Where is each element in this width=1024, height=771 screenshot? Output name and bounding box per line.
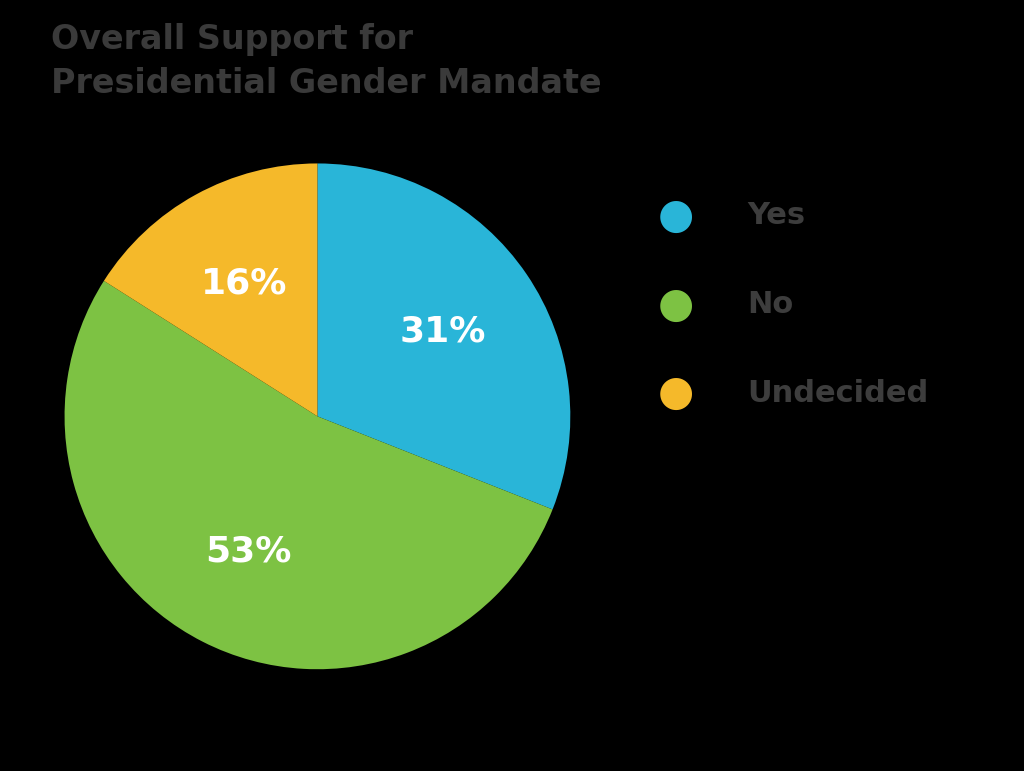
Text: ●: ● (657, 372, 694, 414)
Text: ●: ● (657, 284, 694, 325)
Wedge shape (103, 163, 317, 416)
Text: 53%: 53% (206, 534, 292, 568)
Text: Overall Support for
Presidential Gender Mandate: Overall Support for Presidential Gender … (51, 23, 602, 99)
Wedge shape (65, 281, 553, 669)
Text: 16%: 16% (201, 266, 288, 301)
Wedge shape (317, 163, 570, 510)
Text: 31%: 31% (399, 314, 486, 348)
Text: Undecided: Undecided (748, 379, 929, 408)
Text: ●: ● (657, 195, 694, 237)
Text: No: No (748, 290, 794, 319)
Text: Yes: Yes (748, 201, 806, 231)
